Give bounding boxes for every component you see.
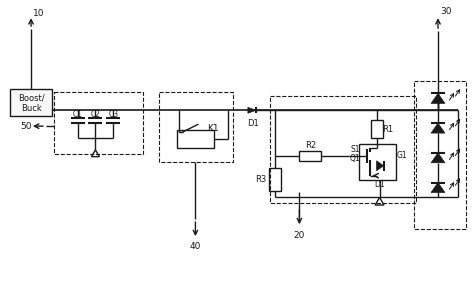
Text: G1: G1 bbox=[397, 151, 408, 160]
Text: 20: 20 bbox=[294, 231, 305, 240]
Text: Boost/: Boost/ bbox=[18, 94, 45, 103]
Text: C2: C2 bbox=[91, 110, 100, 119]
Text: S1: S1 bbox=[350, 146, 360, 155]
Text: C1: C1 bbox=[73, 110, 82, 119]
Polygon shape bbox=[248, 107, 256, 113]
Bar bbox=[54, 92, 143, 154]
Text: Q1: Q1 bbox=[349, 154, 360, 163]
Polygon shape bbox=[431, 93, 445, 103]
Text: C3: C3 bbox=[108, 110, 118, 119]
Bar bbox=[270, 96, 416, 203]
Text: R3: R3 bbox=[255, 175, 266, 184]
Text: 50: 50 bbox=[20, 122, 32, 131]
Bar bbox=[414, 81, 466, 229]
Text: D1: D1 bbox=[247, 119, 259, 128]
Polygon shape bbox=[431, 182, 445, 193]
Bar bbox=[269, 168, 281, 191]
Polygon shape bbox=[377, 161, 383, 171]
Bar bbox=[177, 130, 214, 148]
Polygon shape bbox=[431, 123, 445, 133]
Text: 30: 30 bbox=[440, 7, 452, 16]
Bar bbox=[359, 144, 396, 180]
Text: D1: D1 bbox=[374, 180, 385, 189]
Bar bbox=[159, 92, 233, 162]
Text: R1: R1 bbox=[382, 125, 393, 134]
Text: K1: K1 bbox=[208, 124, 219, 133]
Text: 40: 40 bbox=[190, 243, 201, 252]
Bar bbox=[10, 89, 52, 116]
Text: 10: 10 bbox=[33, 9, 45, 18]
Text: Buck: Buck bbox=[21, 104, 41, 113]
Bar bbox=[300, 151, 321, 161]
Text: R2: R2 bbox=[305, 142, 316, 151]
Polygon shape bbox=[431, 153, 445, 163]
Bar bbox=[371, 120, 383, 138]
